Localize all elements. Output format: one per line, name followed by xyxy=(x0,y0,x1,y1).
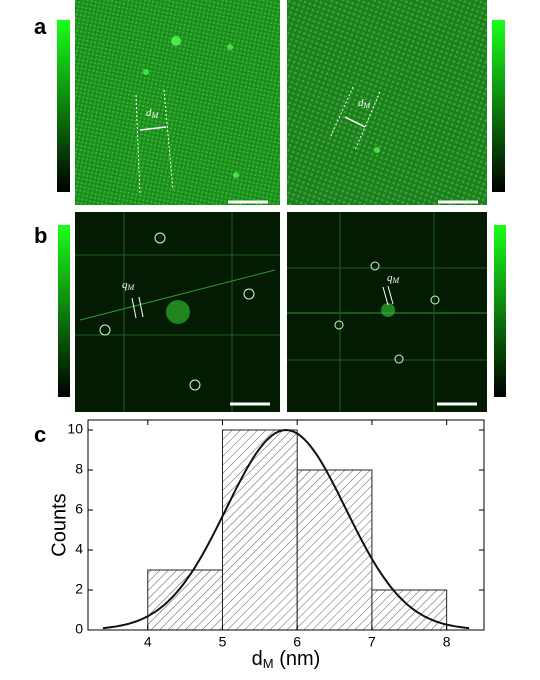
colorbar xyxy=(494,225,506,397)
image xyxy=(287,0,487,205)
y-axis-label: Counts xyxy=(48,493,70,556)
panel-label: a xyxy=(34,14,47,39)
bar xyxy=(221,429,298,631)
x-tick-label: 4 xyxy=(144,634,152,650)
plot-frame xyxy=(87,419,485,631)
y-tick-label: 6 xyxy=(75,501,83,517)
annotation: qM xyxy=(122,279,136,292)
x-axis-label-part: M xyxy=(263,656,274,671)
bar xyxy=(296,469,373,631)
y-tick-label: 10 xyxy=(67,421,83,437)
annotation: dM xyxy=(146,107,160,120)
bar xyxy=(147,569,223,631)
colorbar xyxy=(57,20,70,192)
panel-a: dM dM xyxy=(57,0,505,205)
image xyxy=(75,0,280,205)
histogram: 0 2 4 6 8 10 4 5 6 7 8 Counts dM (nm) xyxy=(48,419,485,671)
fit-curve xyxy=(102,428,470,630)
y-tick-label: 2 xyxy=(75,581,83,597)
x-axis-label-part: d xyxy=(252,648,263,670)
y-tick-label: 0 xyxy=(75,621,83,637)
colorbar xyxy=(58,225,70,397)
x-axis-label: dM (nm) xyxy=(252,648,321,671)
x-tick-label: 5 xyxy=(219,634,227,650)
x-tick-label: 8 xyxy=(443,634,451,650)
bar xyxy=(371,589,448,631)
y-tick-label: 4 xyxy=(75,541,83,557)
y-tick-label: 8 xyxy=(75,461,83,477)
annotation: dM xyxy=(358,97,372,110)
x-tick-label: 6 xyxy=(293,634,301,650)
x-axis-label-part: (nm) xyxy=(274,648,321,670)
colorbar xyxy=(492,20,505,192)
panel-b: qM qM xyxy=(58,212,506,412)
x-tick-label: 7 xyxy=(368,634,376,650)
panel-label: b xyxy=(34,223,47,248)
annotation: qM xyxy=(387,272,401,285)
panel-label: c xyxy=(34,422,46,447)
